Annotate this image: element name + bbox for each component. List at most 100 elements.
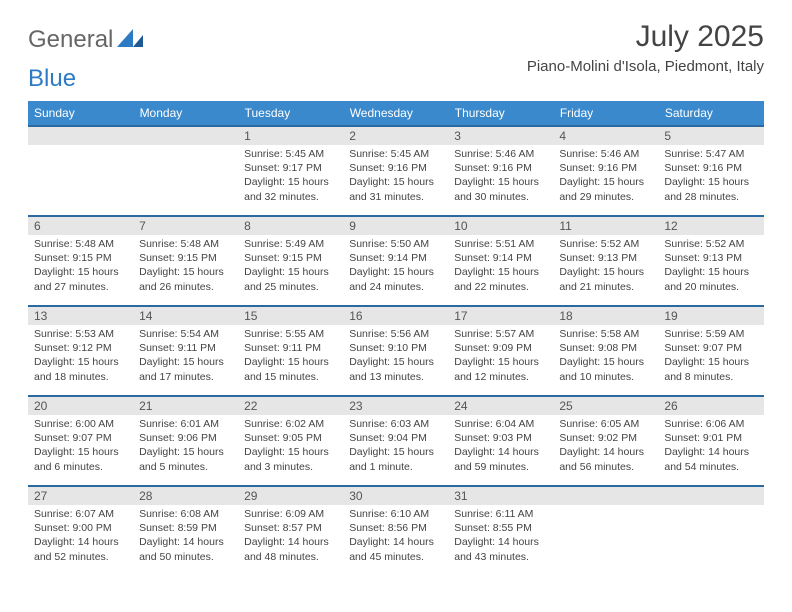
day-cell: 11Sunrise: 5:52 AMSunset: 9:13 PMDayligh…: [553, 216, 658, 306]
daylight-line: Daylight: 14 hours and 54 minutes.: [664, 445, 757, 473]
day-data: Sunrise: 5:51 AMSunset: 9:14 PMDaylight:…: [448, 235, 553, 298]
day-data: Sunrise: 5:47 AMSunset: 9:16 PMDaylight:…: [658, 145, 763, 208]
sunrise-line: Sunrise: 5:49 AM: [244, 237, 337, 251]
sunrise-line: Sunrise: 5:56 AM: [349, 327, 442, 341]
empty-cell: [133, 126, 238, 216]
empty-cell: [658, 486, 763, 576]
daylight-line: Daylight: 14 hours and 56 minutes.: [559, 445, 652, 473]
day-cell: 27 Sunrise: 6:07 AMSunset: 9:00 PMDayligh…: [28, 486, 133, 576]
sunset-line: Sunset: 9:08 PM: [559, 341, 652, 355]
day-cell: 12Sunrise: 5:52 AMSunset: 9:13 PMDayligh…: [658, 216, 763, 306]
calendar-body: 1Sunrise: 5:45 AMSunset: 9:17 PMDaylight…: [28, 126, 764, 576]
daylight-line: Daylight: 15 hours and 26 minutes.: [139, 265, 232, 293]
day-data: Sunrise: 5:48 AMSunset: 9:15 PMDaylight:…: [133, 235, 238, 298]
calendar-page: General July 2025 Piano-Molini d'Isola, …: [0, 0, 792, 586]
sunset-line: Sunset: 9:14 PM: [349, 251, 442, 265]
sunset-line: Sunset: 8:55 PM: [454, 521, 547, 535]
day-data: Sunrise: 6:11 AMSunset: 8:55 PMDaylight:…: [448, 505, 553, 568]
day-cell: 10Sunrise: 5:51 AMSunset: 9:14 PMDayligh…: [448, 216, 553, 306]
daylight-line: Daylight: 15 hours and 31 minutes.: [349, 175, 442, 203]
day-cell: 3Sunrise: 5:46 AMSunset: 9:16 PMDaylight…: [448, 126, 553, 216]
daylight-line: Daylight: 15 hours and 15 minutes.: [244, 355, 337, 383]
day-number: 6: [28, 217, 133, 235]
daylight-line: Daylight: 15 hours and 12 minutes.: [454, 355, 547, 383]
day-number: 1: [238, 127, 343, 145]
day-data: Sunrise: 5:56 AMSunset: 9:10 PMDaylight:…: [343, 325, 448, 388]
day-cell: 31Sunrise: 6:11 AMSunset: 8:55 PMDayligh…: [448, 486, 553, 576]
day-data: Sunrise: 5:45 AMSunset: 9:17 PMDaylight:…: [238, 145, 343, 208]
day-data: Sunrise: 6:10 AMSunset: 8:56 PMDaylight:…: [343, 505, 448, 568]
day-number: 26: [658, 397, 763, 415]
day-cell: 26Sunrise: 6:06 AMSunset: 9:01 PMDayligh…: [658, 396, 763, 486]
day-cell: 7Sunrise: 5:48 AMSunset: 9:15 PMDaylight…: [133, 216, 238, 306]
day-cell: 23Sunrise: 6:03 AMSunset: 9:04 PMDayligh…: [343, 396, 448, 486]
daylight-line: Daylight: 15 hours and 1 minute.: [349, 445, 442, 473]
sunrise-line: Sunrise: 6:09 AM: [244, 507, 337, 521]
day-number: 28: [133, 487, 238, 505]
day-header: Monday: [133, 101, 238, 126]
sunset-line: Sunset: 9:16 PM: [349, 161, 442, 175]
sunrise-line: Sunrise: 5:57 AM: [454, 327, 547, 341]
daylight-line: Daylight: 14 hours and 52 minutes.: [34, 535, 127, 563]
day-cell: 16Sunrise: 5:56 AMSunset: 9:10 PMDayligh…: [343, 306, 448, 396]
daylight-line: Daylight: 14 hours and 43 minutes.: [454, 535, 547, 563]
sunset-line: Sunset: 9:13 PM: [664, 251, 757, 265]
day-data: Sunrise: 6:06 AMSunset: 9:01 PMDaylight:…: [658, 415, 763, 478]
day-cell: 8Sunrise: 5:49 AMSunset: 9:15 PMDaylight…: [238, 216, 343, 306]
day-data: [28, 145, 133, 151]
day-number: 12: [658, 217, 763, 235]
sunrise-line: Sunrise: 6:10 AM: [349, 507, 442, 521]
day-header: Tuesday: [238, 101, 343, 126]
daylight-line: Daylight: 15 hours and 8 minutes.: [664, 355, 757, 383]
day-cell: 28 Sunrise: 6:08 AMSunset: 8:59 PMDayligh…: [133, 486, 238, 576]
sunset-line: Sunset: 9:02 PM: [559, 431, 652, 445]
month-title: July 2025: [527, 20, 764, 54]
sunset-line: Sunset: 9:04 PM: [349, 431, 442, 445]
sunrise-line: Sunrise: 5:46 AM: [559, 147, 652, 161]
week-row: 13Sunrise: 5:53 AMSunset: 9:12 PMDayligh…: [28, 306, 764, 396]
daylight-line: Daylight: 15 hours and 24 minutes.: [349, 265, 442, 293]
sunrise-line: Sunrise: 6:04 AM: [454, 417, 547, 431]
day-cell: 24Sunrise: 6:04 AMSunset: 9:03 PMDayligh…: [448, 396, 553, 486]
daylight-line: Daylight: 15 hours and 5 minutes.: [139, 445, 232, 473]
sunrise-line: Sunrise: 6:08 AM: [139, 507, 232, 521]
day-data: Sunrise: 6:00 AMSunset: 9:07 PMDaylight:…: [28, 415, 133, 478]
sunrise-line: Sunrise: 5:50 AM: [349, 237, 442, 251]
day-number: [133, 127, 238, 145]
sunrise-line: Sunrise: 5:52 AM: [559, 237, 652, 251]
day-number: 17: [448, 307, 553, 325]
day-number: 9: [343, 217, 448, 235]
sunset-line: Sunset: 9:00 PM: [34, 521, 127, 535]
sunset-line: Sunset: 8:59 PM: [139, 521, 232, 535]
day-data: [133, 145, 238, 151]
sunset-line: Sunset: 9:16 PM: [664, 161, 757, 175]
day-data: Sunrise: 5:55 AMSunset: 9:11 PMDaylight:…: [238, 325, 343, 388]
daylight-line: Daylight: 15 hours and 22 minutes.: [454, 265, 547, 293]
logo-triangle-icon: [117, 26, 143, 54]
day-number: 13: [28, 307, 133, 325]
sunrise-line: Sunrise: 6:07 AM: [34, 507, 127, 521]
sunset-line: Sunset: 8:56 PM: [349, 521, 442, 535]
sunrise-line: Sunrise: 5:45 AM: [349, 147, 442, 161]
day-cell: 15Sunrise: 5:55 AMSunset: 9:11 PMDayligh…: [238, 306, 343, 396]
daylight-line: Daylight: 15 hours and 29 minutes.: [559, 175, 652, 203]
day-cell: 17Sunrise: 5:57 AMSunset: 9:09 PMDayligh…: [448, 306, 553, 396]
day-data: Sunrise: 6:05 AMSunset: 9:02 PMDaylight:…: [553, 415, 658, 478]
sunrise-line: Sunrise: 5:52 AM: [664, 237, 757, 251]
day-data: [658, 505, 763, 511]
daylight-line: Daylight: 15 hours and 28 minutes.: [664, 175, 757, 203]
day-cell: 5Sunrise: 5:47 AMSunset: 9:16 PMDaylight…: [658, 126, 763, 216]
day-data: Sunrise: 5:52 AMSunset: 9:13 PMDaylight:…: [553, 235, 658, 298]
day-data: Sunrise: 6:02 AMSunset: 9:05 PMDaylight:…: [238, 415, 343, 478]
sunset-line: Sunset: 9:07 PM: [34, 431, 127, 445]
sunrise-line: Sunrise: 5:51 AM: [454, 237, 547, 251]
day-number: 18: [553, 307, 658, 325]
week-row: 1Sunrise: 5:45 AMSunset: 9:17 PMDaylight…: [28, 126, 764, 216]
sunset-line: Sunset: 9:01 PM: [664, 431, 757, 445]
day-number: [658, 487, 763, 505]
day-number: 27: [28, 487, 133, 505]
sunrise-line: Sunrise: 5:46 AM: [454, 147, 547, 161]
day-data: Sunrise: 5:57 AMSunset: 9:09 PMDaylight:…: [448, 325, 553, 388]
daylight-line: Daylight: 14 hours and 50 minutes.: [139, 535, 232, 563]
daylight-line: Daylight: 14 hours and 48 minutes.: [244, 535, 337, 563]
